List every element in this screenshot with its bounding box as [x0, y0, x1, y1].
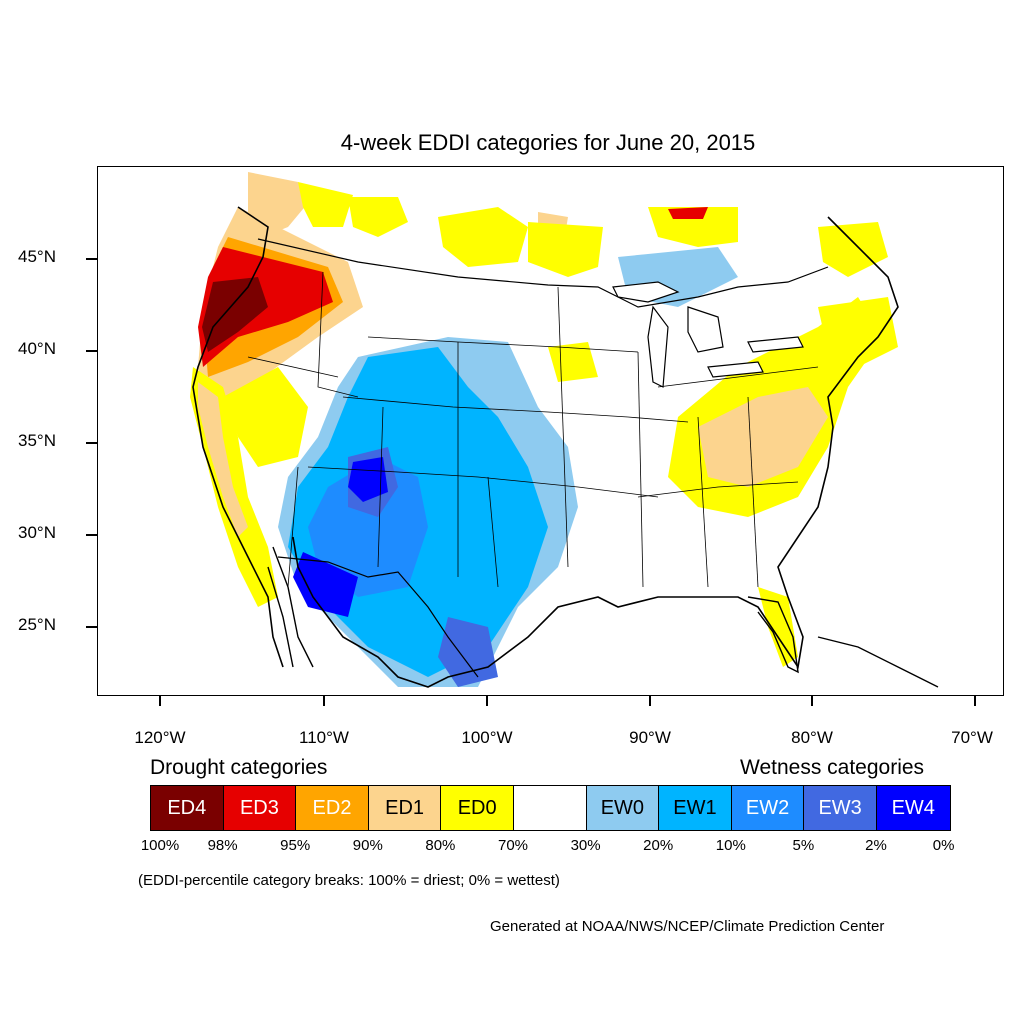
lon-tick-90	[649, 696, 651, 706]
baja-outline	[267, 546, 314, 668]
lon-tick-80	[811, 696, 813, 706]
lat-label-45: 45°N	[18, 247, 56, 266]
canada-shade-center-yellow3	[528, 222, 603, 277]
canada-shade-ontario-red	[668, 207, 708, 219]
category-legend: ED4 ED3 ED2 ED1 ED0 EW0 EW1 EW2 EW3 EW4	[150, 785, 951, 831]
percentile-label: 90%	[352, 837, 383, 854]
eddi-map-canvas	[190, 172, 939, 688]
lat-tick-40	[86, 350, 97, 352]
drought-categories-heading: Drought categories	[150, 756, 328, 779]
state-lines	[247, 271, 819, 588]
lat-tick-30	[86, 534, 97, 536]
lat-label-30: 30°N	[18, 523, 56, 542]
great-lakes	[612, 281, 804, 388]
lon-label-80: 80°W	[791, 728, 833, 747]
northeast-yellow	[818, 297, 898, 367]
lat-label-35: 35°N	[18, 431, 56, 450]
lon-tick-110	[323, 696, 325, 706]
category-note: (EDDI-percentile category breaks: 100% =…	[138, 872, 560, 889]
credit-line: Generated at NOAA/NWS/NCEP/Climate Predi…	[490, 918, 885, 935]
lat-label-40: 40°N	[18, 339, 56, 358]
percentile-label: 5%	[792, 837, 815, 854]
canada-shade-ontario-yellow	[648, 207, 738, 247]
legend-cell-ew3: EW3	[804, 786, 877, 830]
mexico-border	[277, 556, 479, 678]
legend-cell-ew1: EW1	[659, 786, 732, 830]
nevada-yellow	[223, 367, 308, 467]
legend-cell-ed2: ED2	[296, 786, 369, 830]
legend-cell-ew0: EW0	[586, 786, 660, 830]
legend-cell-ed1: ED1	[368, 786, 442, 830]
percentile-label: 2%	[865, 837, 887, 854]
lon-label-100: 100°W	[461, 728, 513, 747]
percentile-label: 30%	[570, 837, 601, 854]
wet-ew4-mexico	[293, 552, 358, 617]
lon-tick-120	[159, 696, 161, 706]
lon-label-90: 90°W	[629, 728, 671, 747]
us-outline	[192, 206, 899, 688]
wet-ew4	[348, 457, 388, 502]
legend-cell-ew2: EW2	[731, 786, 805, 830]
wet-ew2	[308, 457, 428, 597]
legend-cell-neutral	[513, 786, 587, 830]
wetness-categories-heading: Wetness categories	[740, 756, 925, 779]
eddi-map	[97, 166, 1004, 696]
canada-shade-center-yellow2	[348, 197, 408, 237]
percentile-label: 70%	[497, 837, 529, 854]
cuba-outline	[817, 636, 939, 688]
lat-tick-25	[86, 626, 97, 628]
florida-yellow	[758, 587, 798, 667]
percentile-label: 20%	[643, 837, 674, 854]
legend-cell-ew4: EW4	[876, 786, 950, 830]
legend-cell-ed3: ED3	[223, 786, 297, 830]
canada-shade-center-yellow	[438, 207, 528, 267]
legend-cell-ed4: ED4	[151, 786, 224, 830]
lat-tick-35	[86, 442, 97, 444]
canada-shade-west-yellow	[298, 182, 353, 227]
nw-drought-darkred	[202, 277, 268, 352]
lat-tick-45	[86, 258, 97, 260]
lon-tick-70	[974, 696, 976, 706]
east-light	[698, 387, 828, 487]
percentile-label: 10%	[715, 837, 746, 854]
legend-cell-ed0: ED0	[441, 786, 514, 830]
percentile-label: 98%	[207, 837, 238, 854]
florida-outline	[747, 596, 799, 674]
percentile-label: 95%	[280, 837, 311, 854]
percentile-label: 80%	[425, 837, 456, 854]
wet-ew3-texas	[438, 617, 498, 687]
map-title: 4-week EDDI categories for June 20, 2015	[340, 130, 756, 155]
percentile-label: 0%	[932, 837, 955, 854]
lon-label-120: 120°W	[134, 728, 186, 747]
lon-label-110: 110°W	[299, 728, 349, 747]
lon-tick-100	[486, 696, 488, 706]
lon-label-70: 70°W	[951, 728, 993, 747]
canada-shade-east-yellow	[818, 222, 888, 277]
west-coast-light	[198, 382, 248, 537]
percentile-label: 100%	[140, 837, 180, 854]
lat-label-25: 25°N	[18, 615, 56, 634]
